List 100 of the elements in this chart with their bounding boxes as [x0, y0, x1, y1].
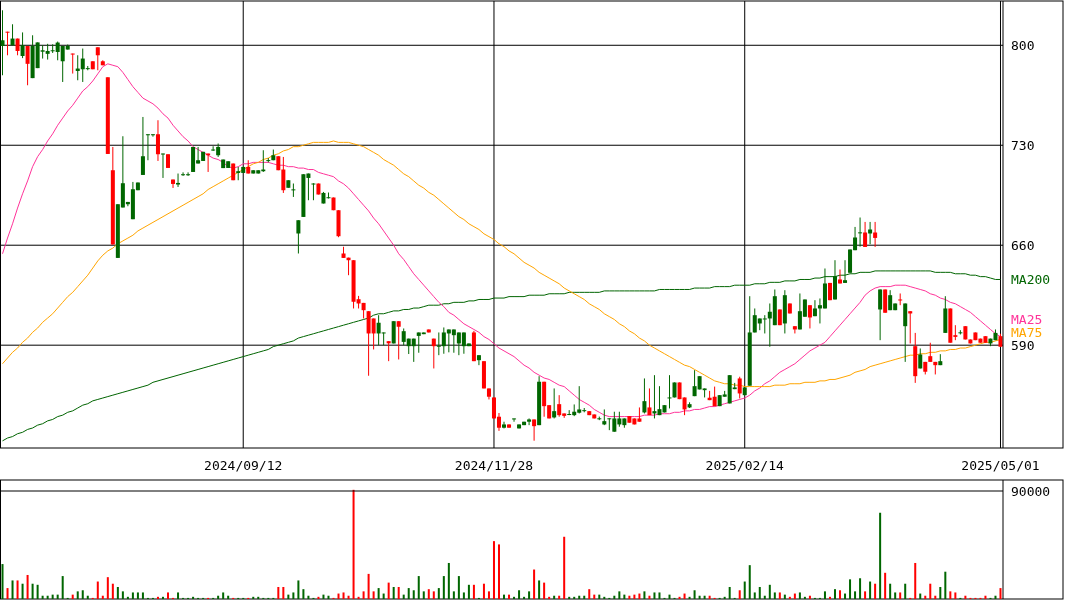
bar [387, 582, 390, 599]
bar [422, 591, 425, 599]
bar [914, 562, 917, 599]
bar [482, 583, 485, 599]
y-tick-label: 590 [1011, 337, 1035, 353]
bar [773, 592, 776, 599]
y-tick-label: 800 [1011, 37, 1035, 53]
bar [758, 586, 761, 599]
bar [61, 576, 64, 599]
bar [447, 562, 450, 599]
bar [26, 574, 29, 599]
bar [513, 596, 516, 599]
bar [161, 596, 164, 599]
bar [36, 584, 39, 599]
bar [111, 583, 114, 599]
bar [302, 589, 305, 599]
bar [76, 591, 79, 599]
bar [432, 591, 435, 599]
bar [457, 576, 460, 599]
bar [528, 591, 531, 599]
bar [828, 596, 831, 599]
bar [81, 590, 84, 599]
bar [467, 584, 470, 599]
bar [427, 589, 430, 599]
bar [126, 596, 129, 599]
bar [778, 592, 781, 599]
bar [21, 583, 24, 599]
bar [889, 583, 892, 599]
candlestick [20, 31, 25, 59]
bar [106, 577, 109, 599]
candlestick [647, 387, 652, 416]
bar [944, 571, 947, 599]
bar [854, 591, 857, 599]
bar [683, 593, 686, 599]
bar [372, 591, 375, 599]
bar [1, 564, 4, 599]
bar [879, 512, 882, 599]
candlestick [667, 374, 672, 409]
bar [96, 581, 99, 599]
candlestick [296, 219, 301, 254]
bar [141, 592, 144, 599]
bar [452, 591, 455, 599]
bar [11, 580, 14, 599]
bar [563, 536, 566, 599]
candlestick [150, 133, 155, 138]
bar [116, 586, 119, 599]
candlestick [532, 418, 537, 442]
candlestick [883, 288, 888, 314]
bar [869, 581, 872, 599]
bar [899, 592, 902, 599]
bar [252, 596, 255, 599]
candlestick [812, 299, 817, 317]
candlestick [211, 145, 216, 152]
bar [538, 580, 541, 599]
bar [417, 576, 420, 599]
bar [728, 586, 731, 599]
bar [904, 583, 907, 599]
bar [382, 593, 385, 599]
candlestick [181, 171, 186, 177]
bar [377, 588, 380, 599]
bar [949, 591, 952, 599]
bar [753, 592, 756, 599]
candlestick [311, 182, 316, 201]
bar [6, 588, 9, 599]
bar [874, 583, 877, 599]
candlestick [476, 354, 481, 366]
candlestick [436, 331, 441, 356]
bar [487, 591, 490, 599]
bar [738, 590, 741, 599]
bar [834, 589, 836, 599]
bar [533, 569, 536, 599]
bar [397, 586, 400, 599]
candlestick [95, 46, 100, 71]
series-label: MA25 [1011, 311, 1043, 327]
bar [177, 592, 180, 599]
bar [859, 578, 862, 599]
candlestick [5, 31, 10, 56]
candlestick [792, 325, 797, 334]
bar [121, 591, 124, 599]
candlestick [928, 342, 933, 363]
y-tick-label: 660 [1011, 237, 1035, 253]
bar [297, 580, 300, 599]
bar [688, 596, 691, 599]
bar [939, 586, 942, 599]
bar [543, 582, 546, 599]
series-label: MA200 [1011, 271, 1051, 287]
bar [472, 584, 475, 599]
bar [277, 586, 280, 599]
bar [999, 588, 1002, 599]
bar [793, 593, 796, 599]
bar [588, 589, 591, 599]
candlestick [512, 417, 517, 423]
bar [16, 580, 19, 599]
bar [362, 591, 365, 599]
candlestick [291, 183, 296, 198]
bar [668, 594, 671, 599]
bar [748, 565, 751, 599]
bar [823, 591, 826, 599]
candlestick [762, 314, 767, 334]
x-tick-label: 2025/02/14 [705, 457, 785, 473]
